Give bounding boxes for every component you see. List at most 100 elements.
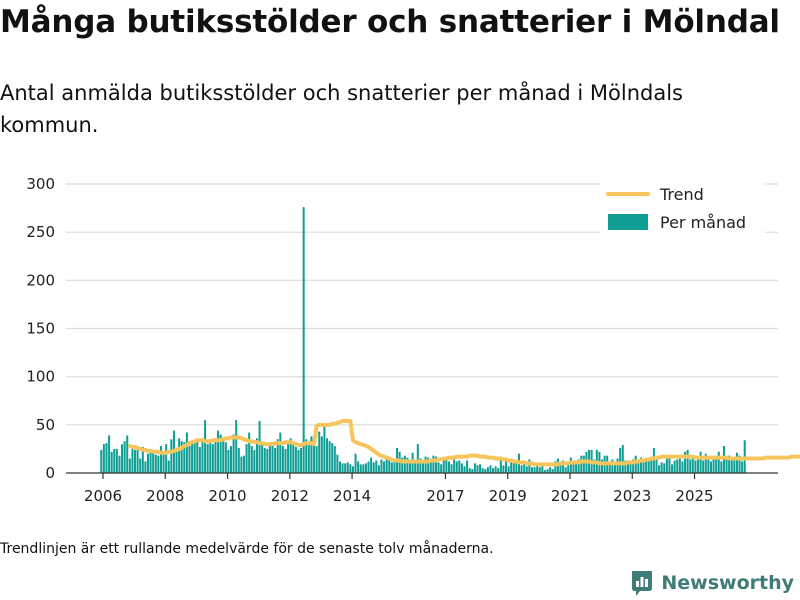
bar[interactable] bbox=[725, 458, 728, 473]
bar[interactable] bbox=[333, 446, 336, 473]
bar[interactable] bbox=[453, 456, 456, 473]
bar[interactable] bbox=[624, 460, 627, 473]
bar[interactable] bbox=[471, 469, 474, 473]
bar[interactable] bbox=[427, 457, 430, 473]
bar[interactable] bbox=[123, 441, 126, 473]
bar[interactable] bbox=[515, 460, 518, 473]
bar[interactable] bbox=[390, 462, 393, 473]
bar[interactable] bbox=[702, 460, 705, 473]
bar[interactable] bbox=[281, 446, 284, 473]
bar[interactable] bbox=[300, 447, 303, 473]
bar[interactable] bbox=[730, 460, 733, 473]
bar[interactable] bbox=[735, 452, 738, 473]
bar[interactable] bbox=[372, 462, 375, 473]
bar[interactable] bbox=[377, 465, 380, 473]
bar[interactable] bbox=[424, 456, 427, 473]
bar[interactable] bbox=[227, 449, 230, 473]
bar[interactable] bbox=[154, 454, 157, 473]
bar[interactable] bbox=[466, 460, 469, 473]
bar[interactable] bbox=[580, 455, 583, 473]
bar[interactable] bbox=[673, 460, 676, 473]
bar[interactable] bbox=[720, 461, 723, 473]
bar[interactable] bbox=[671, 464, 674, 473]
bar[interactable] bbox=[258, 420, 261, 473]
bar[interactable] bbox=[626, 460, 629, 473]
bar[interactable] bbox=[349, 464, 352, 473]
bar[interactable] bbox=[699, 451, 702, 473]
bar[interactable] bbox=[165, 444, 168, 473]
bar[interactable] bbox=[183, 442, 186, 473]
bar[interactable] bbox=[331, 443, 334, 473]
bar[interactable] bbox=[728, 455, 731, 473]
bar[interactable] bbox=[463, 466, 466, 473]
bar[interactable] bbox=[245, 444, 248, 473]
bar[interactable] bbox=[126, 435, 129, 473]
bar[interactable] bbox=[279, 432, 282, 473]
bar[interactable] bbox=[569, 457, 572, 473]
bar[interactable] bbox=[608, 461, 611, 473]
bar[interactable] bbox=[709, 461, 712, 473]
bar[interactable] bbox=[707, 456, 710, 473]
bar[interactable] bbox=[131, 445, 134, 473]
bar[interactable] bbox=[577, 459, 580, 473]
bar[interactable] bbox=[663, 463, 666, 473]
bar[interactable] bbox=[253, 449, 256, 473]
bar[interactable] bbox=[178, 438, 181, 473]
bar[interactable] bbox=[416, 444, 419, 473]
bar[interactable] bbox=[157, 455, 160, 473]
bar[interactable] bbox=[619, 447, 622, 473]
bar[interactable] bbox=[211, 444, 214, 473]
bar[interactable] bbox=[375, 460, 378, 473]
bar[interactable] bbox=[336, 454, 339, 473]
bar[interactable] bbox=[528, 459, 531, 473]
bar[interactable] bbox=[385, 459, 388, 473]
bar[interactable] bbox=[185, 432, 188, 473]
bar[interactable] bbox=[629, 462, 632, 473]
bar[interactable] bbox=[121, 444, 124, 473]
bar[interactable] bbox=[551, 469, 554, 473]
bar[interactable] bbox=[512, 459, 515, 473]
bar[interactable] bbox=[476, 465, 479, 473]
bar[interactable] bbox=[717, 451, 720, 473]
bar[interactable] bbox=[232, 434, 235, 473]
bar[interactable] bbox=[320, 436, 323, 473]
bar[interactable] bbox=[645, 458, 648, 473]
bar[interactable] bbox=[115, 448, 118, 473]
bar[interactable] bbox=[632, 459, 635, 473]
bar[interactable] bbox=[536, 464, 539, 473]
bar[interactable] bbox=[230, 446, 233, 473]
bar[interactable] bbox=[284, 448, 287, 473]
bar[interactable] bbox=[196, 440, 199, 473]
bar[interactable] bbox=[564, 467, 567, 473]
bar[interactable] bbox=[263, 447, 266, 473]
bar[interactable] bbox=[715, 456, 718, 473]
bar[interactable] bbox=[520, 465, 523, 473]
bar[interactable] bbox=[136, 448, 139, 473]
bar[interactable] bbox=[676, 459, 679, 473]
bar[interactable] bbox=[102, 444, 105, 473]
bar[interactable] bbox=[144, 461, 147, 473]
bar[interactable] bbox=[367, 461, 370, 473]
bar[interactable] bbox=[442, 460, 445, 473]
bar[interactable] bbox=[668, 456, 671, 473]
bar[interactable] bbox=[242, 455, 245, 473]
bar[interactable] bbox=[383, 461, 386, 473]
bar[interactable] bbox=[616, 458, 619, 473]
bar[interactable] bbox=[655, 458, 658, 473]
bar[interactable] bbox=[712, 459, 715, 473]
bar[interactable] bbox=[660, 462, 663, 473]
bar[interactable] bbox=[473, 463, 476, 473]
bar[interactable] bbox=[489, 465, 492, 473]
bar[interactable] bbox=[738, 455, 741, 473]
bar[interactable] bbox=[139, 458, 142, 473]
bar[interactable] bbox=[128, 458, 131, 473]
bar[interactable] bbox=[289, 438, 292, 473]
bar[interactable] bbox=[621, 445, 624, 473]
bar[interactable] bbox=[255, 438, 258, 473]
bar[interactable] bbox=[105, 443, 108, 473]
bar[interactable] bbox=[541, 464, 544, 473]
bar[interactable] bbox=[219, 434, 222, 473]
bar[interactable] bbox=[613, 464, 616, 473]
bar[interactable] bbox=[704, 453, 707, 473]
bar[interactable] bbox=[429, 461, 432, 473]
